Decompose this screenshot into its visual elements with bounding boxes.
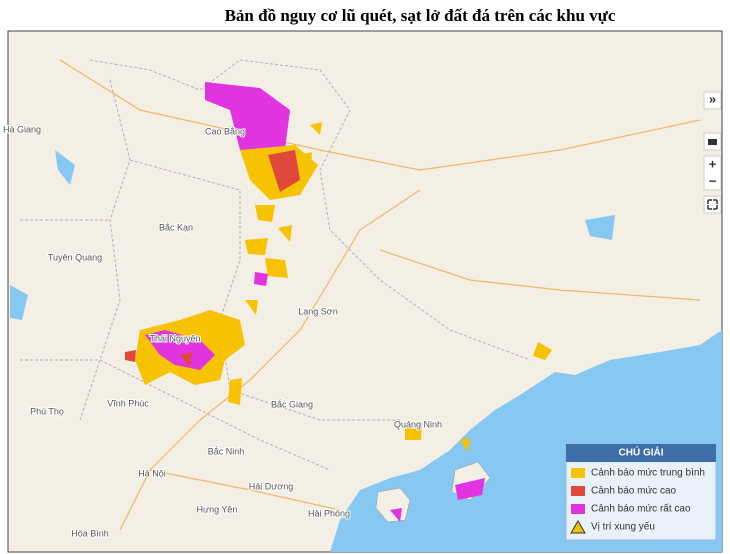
legend-triangle [570,520,586,534]
expand-control[interactable]: » [709,91,716,106]
water [10,150,615,320]
island [375,487,411,523]
place-label: Bắc Ninh [208,446,245,456]
legend-label: Cảnh báo mức trung bình [591,468,705,479]
legend-swatch [571,486,585,496]
legend: CHÚ GIẢI Cảnh báo mức trung bình Cảnh báo… [565,443,717,541]
place-labels: Hà Giang Cao Bằng Bắc Kạn Tuyên Quang Lạng S… [2,123,443,539]
legend-label: Vị trí xung yếu [591,521,655,533]
legend-label: Cảnh báo mức rất cao [591,503,691,515]
place-label: Hưng Yên [197,504,238,514]
place-label: Thái Nguyên [149,333,200,343]
controls: » + − [703,91,722,214]
place-label: Quảng Ninh [394,419,442,429]
roads [59,59,701,531]
legend-swatch [571,504,585,514]
place-label: Tuyên Quang [48,252,102,262]
control-button[interactable] [703,91,722,110]
place-label: Hà Nội [138,468,166,478]
place-label: Bắc Giang [271,399,313,409]
zoom-out[interactable]: − [709,173,717,188]
warning-zones [125,82,552,522]
legend-title: CHÚ GIẢI [619,446,664,459]
place-label: Phú Thọ [30,406,64,416]
fullscreen-button[interactable] [703,195,722,214]
place-label: Bắc Kạn [159,222,193,232]
print-icon [708,139,717,145]
place-label: Lạng Sơn [298,306,337,316]
place-label: Hải Dương [249,481,293,491]
place-label: Cao Bằng [205,126,245,136]
place-label: Hòa Bình [71,528,109,538]
place-label: Hà Giang [3,124,41,134]
legend-header [566,444,716,462]
legend-label: Cảnh báo mức cao [591,486,677,497]
place-label: Vĩnh Phúc [107,398,149,408]
zoom-box [703,155,722,191]
fullscreen-icon [707,199,718,210]
map-title: Bản đồ nguy cơ lũ quét, sạt lở đất đá tr… [224,6,616,25]
place-label: Hải Phòng [308,508,350,518]
zoom-in[interactable]: + [709,156,717,171]
legend-swatch [571,468,585,478]
